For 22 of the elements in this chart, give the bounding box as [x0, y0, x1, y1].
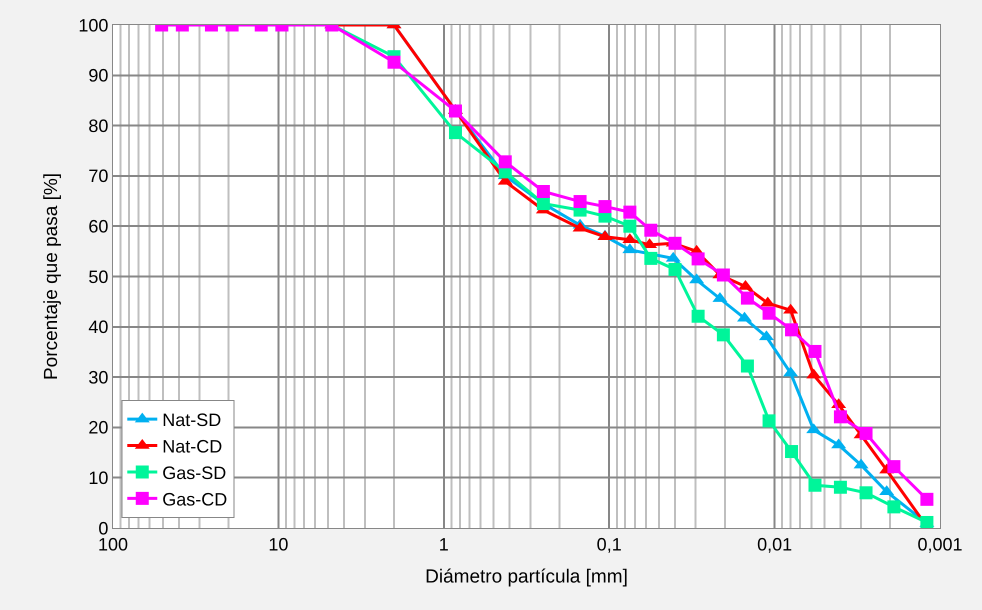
- x-tick-label: 0,1: [596, 534, 622, 555]
- y-tick-label: 70: [88, 166, 108, 186]
- y-tick-label: 80: [88, 116, 108, 136]
- y-tick-label: 90: [88, 66, 108, 86]
- legend-label: Gas-CD: [162, 489, 228, 510]
- y-tick-label: 40: [88, 317, 108, 338]
- x-axis-title: Diámetro partícula [mm]: [425, 566, 628, 588]
- y-tick-label: 20: [88, 418, 108, 438]
- y-tick-label: 30: [88, 367, 108, 388]
- y-tick-label: 50: [88, 266, 108, 287]
- y-axis-title: Porcentaje que pasa [%]: [41, 172, 62, 380]
- y-tick-label: 10: [88, 468, 108, 488]
- legend-label: Nat-CD: [162, 436, 222, 457]
- legend-label: Gas-SD: [162, 462, 226, 483]
- x-tick-label: 0,01: [757, 534, 792, 555]
- x-tick-label: 10: [268, 534, 288, 555]
- legend-label: Nat-SD: [162, 410, 222, 430]
- x-tick-label: 0,001: [917, 534, 963, 555]
- y-tick-label: 0: [98, 518, 108, 538]
- y-tick-label: 60: [88, 216, 108, 236]
- x-tick-label: 1: [438, 534, 449, 555]
- y-tick-label: 100: [78, 15, 108, 36]
